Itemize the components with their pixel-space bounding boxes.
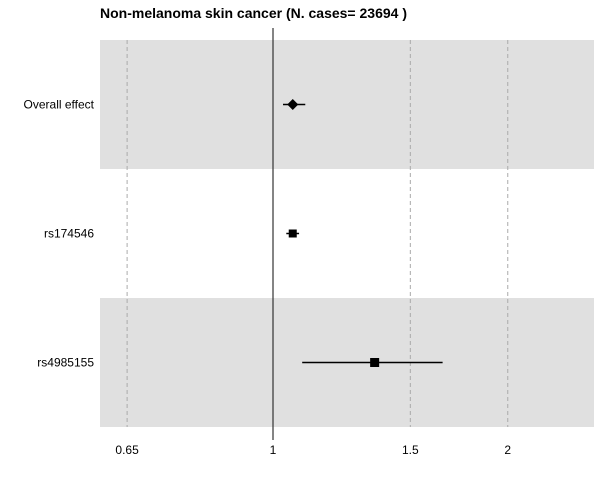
row-label: rs4985155 [37, 356, 94, 370]
estimate-diamond [287, 99, 299, 110]
row-bands [100, 40, 594, 427]
row-labels: Overall effect rs174546 rs4985155 [24, 98, 95, 370]
row-band [100, 40, 594, 169]
chart-title: Non-melanoma skin cancer (N. cases= 2369… [100, 5, 407, 21]
x-axis-ticks: 0.65 1 1.5 2 [115, 443, 511, 457]
x-tick-label: 1.5 [402, 443, 419, 457]
estimate-square [288, 229, 297, 238]
x-tick-label: 1 [270, 443, 277, 457]
estimate-square [370, 358, 380, 367]
x-tick-label: 2 [504, 443, 511, 457]
row-label: Overall effect [24, 98, 95, 112]
row-label: rs174546 [44, 227, 94, 241]
estimate-marks [283, 99, 443, 367]
x-tick-label: 0.65 [115, 443, 139, 457]
